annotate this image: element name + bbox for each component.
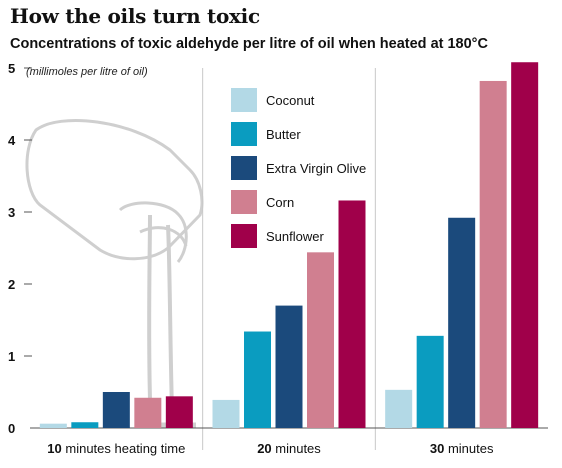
bar-corn-3 [479,80,507,429]
y-tick-label-5: 5 [8,61,15,76]
y-tick-label-4: 4 [8,133,16,148]
x-axis-labels: 10 minutes heating time 20 minutes 30 minu… [47,441,494,456]
bar-coconut-2 [212,399,240,428]
oil-bottle-illustration [25,119,204,428]
legend-label-extra-virgin-olive: Extra Virgin Olive [266,161,366,176]
bar-extra-virgin-olive-1 [102,392,130,428]
y-tick-label-0: 0 [8,421,15,436]
bar-butter-3 [416,335,444,428]
legend: Coconut Butter Extra Virgin Olive Corn Sunfl… [231,88,366,248]
bar-extra-virgin-olive-2 [275,305,303,428]
bar-corn-2 [307,252,334,428]
bar-coconut-1 [39,423,67,428]
y-axis-unit-label: (millimoles per litre of oil) [26,66,148,78]
legend-label-sunflower: Sunflower [266,229,324,244]
category-dividers [202,68,376,450]
legend-swatch-butter [231,122,257,146]
x-category-label-3: 30 minutes [430,441,494,456]
bars-layer [39,62,539,429]
legend-swatch-corn [231,190,257,214]
legend-swatch-coconut [231,88,257,112]
chart-subtitle: Concentrations of toxic aldehyde per lit… [10,36,488,52]
x-category-label-2: 20 minutes [257,441,321,456]
bar-sunflower-3 [511,62,539,429]
bar-corn-1 [134,397,162,428]
y-tick-label-1: 1 [8,349,15,364]
legend-label-coconut: Coconut [266,93,315,108]
y-tick-label-3: 3 [8,205,15,220]
legend-label-butter: Butter [266,127,301,142]
bar-butter-1 [71,422,99,428]
bar-extra-virgin-olive-3 [448,217,476,428]
legend-swatch-sunflower [231,224,257,248]
y-tick-label-2: 2 [8,277,15,292]
bar-sunflower-1 [165,396,193,428]
bar-sunflower-2 [338,200,366,428]
x-category-label-1: 10 minutes heating time [47,441,185,456]
chart-title: How the oils turn toxic [10,4,260,28]
legend-label-corn: Corn [266,195,294,210]
bar-butter-2 [244,331,271,428]
bar-coconut-3 [385,389,413,428]
legend-swatch-extra-virgin-olive [231,156,257,180]
